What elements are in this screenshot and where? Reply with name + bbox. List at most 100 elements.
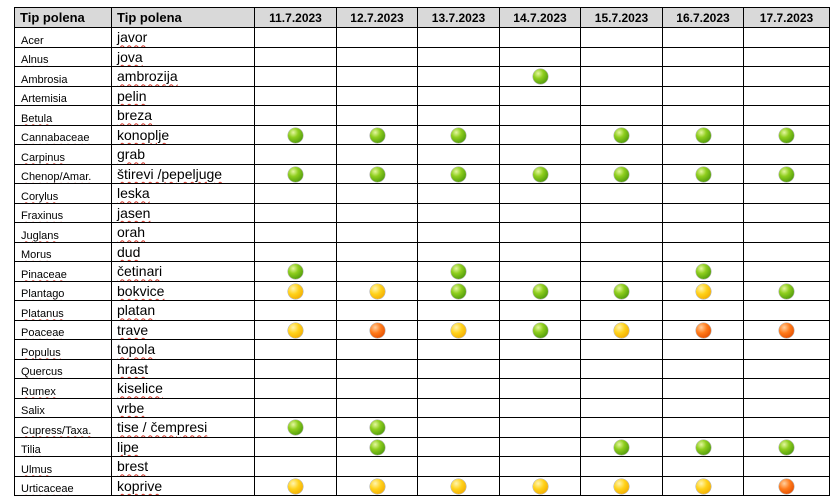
- latin-name: Plantago: [21, 288, 65, 300]
- level-cell: [743, 417, 830, 438]
- level-cell: [580, 300, 663, 321]
- local-name: koprive: [117, 477, 163, 494]
- level-cell: [580, 280, 663, 301]
- latin-name: Corylus: [21, 190, 59, 203]
- level-cell: [662, 261, 744, 282]
- level-cell: [743, 475, 830, 496]
- date-header: 13.7.2023: [417, 7, 500, 28]
- level-cell: [743, 163, 830, 184]
- local-name: ambrozija: [117, 68, 178, 85]
- green-level-dot-icon: [532, 283, 548, 299]
- local-name-cell: breza: [111, 105, 255, 126]
- level-cell: [417, 27, 500, 48]
- level-cell: [580, 319, 663, 340]
- table-row: Poaceae trave: [14, 319, 830, 340]
- latin-name: Pinaceae: [21, 268, 67, 281]
- level-cell: [254, 27, 337, 48]
- local-name-cell: vrbe: [111, 397, 255, 418]
- level-cell: [417, 241, 500, 262]
- latin-name-cell: Fraxinus: [14, 202, 112, 223]
- level-cell: [499, 46, 581, 67]
- level-cell: [580, 358, 663, 379]
- level-cell: [336, 85, 418, 106]
- local-name: konoplje: [117, 126, 170, 143]
- level-cell: [662, 475, 744, 496]
- latin-name-cell: Urticaceae: [14, 475, 112, 496]
- local-name: grab: [117, 146, 146, 163]
- level-cell: [499, 241, 581, 262]
- level-cell: [580, 339, 663, 360]
- level-cell: [336, 436, 418, 457]
- level-cell: [336, 261, 418, 282]
- level-cell: [580, 124, 663, 145]
- table-row: Ulmus brest: [14, 456, 830, 477]
- green-level-dot-icon: [451, 264, 466, 280]
- level-cell: [743, 300, 830, 321]
- latin-name: Cannabaceae: [21, 132, 90, 144]
- date-header: 14.7.2023: [499, 7, 581, 28]
- level-cell: [417, 144, 500, 165]
- level-cell: [580, 183, 663, 204]
- level-cell: [580, 378, 663, 399]
- latin-name-cell: Chenop/Amar.: [14, 163, 112, 184]
- level-cell: [254, 378, 337, 399]
- latin-name-header: Tip polena: [14, 7, 112, 28]
- local-name: pelin: [117, 87, 147, 104]
- level-cell: [662, 202, 744, 223]
- level-cell: [743, 436, 830, 457]
- local-name-cell: jasen: [111, 202, 255, 223]
- yellow-level-dot-icon: [288, 283, 303, 299]
- level-cell: [254, 280, 337, 301]
- table-row: Ambrosia ambrozija: [14, 66, 830, 87]
- local-name: četinari: [117, 263, 163, 280]
- local-name-cell: koprive: [111, 475, 255, 496]
- date-header: 17.7.2023: [743, 7, 830, 28]
- level-cell: [417, 475, 500, 496]
- level-cell: [254, 163, 337, 184]
- level-cell: [254, 105, 337, 126]
- level-cell: [336, 378, 418, 399]
- orange-level-dot-icon: [695, 322, 711, 338]
- table-row: Chenop/Amar. štirevi /pepeljuge: [14, 163, 830, 184]
- level-cell: [417, 456, 500, 477]
- level-cell: [417, 105, 500, 126]
- local-name-cell: platan: [111, 300, 255, 321]
- latin-name-cell: Carpinus: [14, 144, 112, 165]
- green-level-dot-icon: [779, 283, 794, 299]
- latin-name-cell: Artemisia: [14, 85, 112, 106]
- level-cell: [336, 417, 418, 438]
- level-cell: [662, 163, 744, 184]
- latin-name-cell: Tilia: [14, 436, 112, 457]
- level-cell: [662, 339, 744, 360]
- table-row: Pinaceae četinari: [14, 261, 830, 282]
- level-cell: [662, 358, 744, 379]
- green-level-dot-icon: [451, 166, 466, 182]
- level-cell: [580, 27, 663, 48]
- level-cell: [662, 222, 744, 243]
- level-cell: [254, 202, 337, 223]
- level-cell: [662, 280, 744, 301]
- level-cell: [417, 222, 500, 243]
- level-cell: [336, 358, 418, 379]
- level-cell: [336, 163, 418, 184]
- level-cell: [417, 397, 500, 418]
- green-level-dot-icon: [288, 127, 303, 143]
- level-cell: [417, 280, 500, 301]
- level-cell: [417, 261, 500, 282]
- date-header: 15.7.2023: [580, 7, 663, 28]
- level-cell: [662, 66, 744, 87]
- level-cell: [662, 241, 744, 262]
- level-cell: [580, 456, 663, 477]
- green-level-dot-icon: [614, 127, 629, 143]
- level-cell: [499, 417, 581, 438]
- level-cell: [417, 339, 500, 360]
- local-name: topola: [117, 341, 156, 358]
- level-cell: [417, 436, 500, 457]
- level-cell: [499, 163, 581, 184]
- local-name-cell: ambrozija: [111, 66, 255, 87]
- level-cell: [580, 202, 663, 223]
- green-level-dot-icon: [369, 127, 385, 143]
- level-cell: [254, 183, 337, 204]
- yellow-level-dot-icon: [369, 478, 385, 494]
- level-cell: [580, 105, 663, 126]
